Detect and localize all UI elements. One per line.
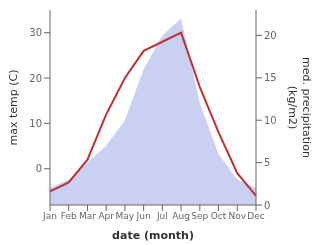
svg-text:Mar: Mar <box>79 211 96 221</box>
svg-text:Aug: Aug <box>172 211 190 221</box>
svg-text:Sep: Sep <box>191 211 208 221</box>
svg-text:10: 10 <box>264 115 277 126</box>
svg-text:15: 15 <box>264 72 277 83</box>
svg-text:Dec: Dec <box>247 211 264 221</box>
svg-text:0: 0 <box>36 163 42 174</box>
svg-text:med. precipitation(kg/m2): med. precipitation(kg/m2) <box>287 57 310 158</box>
svg-text:30: 30 <box>29 27 42 38</box>
svg-text:max temp (C): max temp (C) <box>8 69 20 145</box>
svg-text:date (month): date (month) <box>112 229 194 242</box>
svg-text:Jul: Jul <box>156 211 168 221</box>
svg-text:Feb: Feb <box>61 211 77 221</box>
svg-text:20: 20 <box>29 73 42 84</box>
svg-text:May: May <box>116 211 135 221</box>
svg-text:10: 10 <box>29 118 42 129</box>
svg-text:Jan: Jan <box>42 211 57 221</box>
svg-text:0: 0 <box>264 200 270 211</box>
svg-text:20: 20 <box>264 30 277 41</box>
svg-text:Nov: Nov <box>228 211 246 221</box>
svg-text:Jun: Jun <box>136 211 151 221</box>
svg-text:5: 5 <box>264 157 270 168</box>
svg-text:Oct: Oct <box>211 211 227 221</box>
svg-text:Apr: Apr <box>98 211 114 221</box>
